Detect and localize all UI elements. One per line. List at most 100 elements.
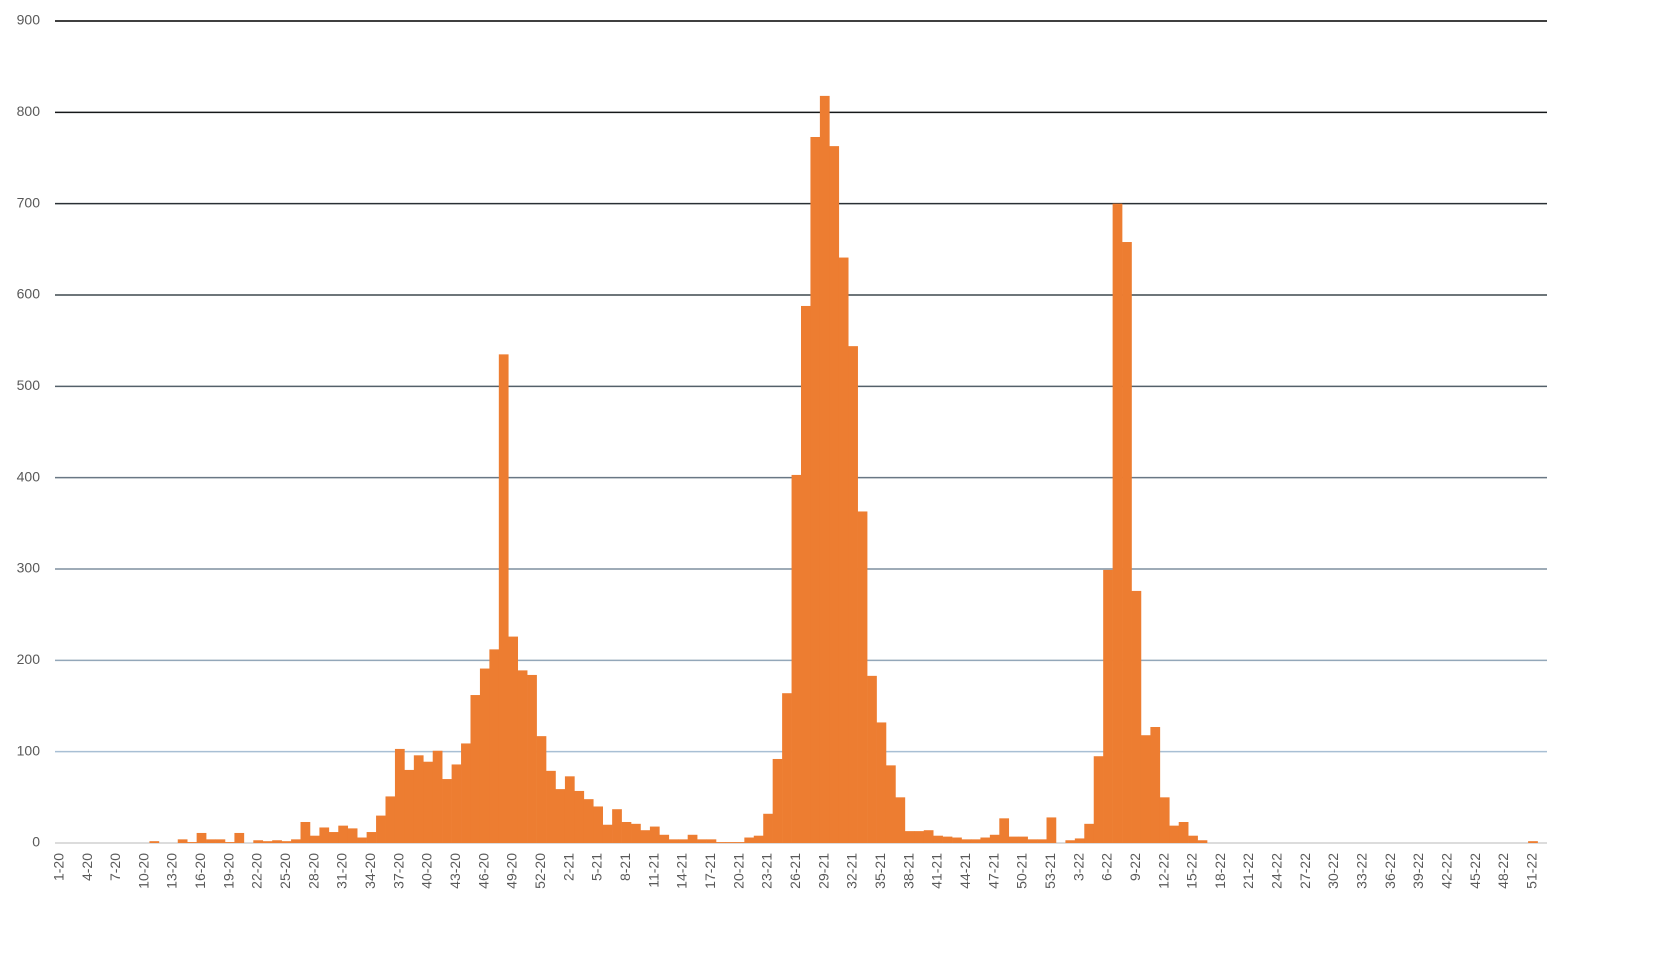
- x-tick-label: 51-22: [1524, 853, 1540, 889]
- x-tick-label: 2-21: [560, 853, 576, 881]
- bar: [1018, 836, 1028, 843]
- bar: [583, 799, 594, 843]
- x-tick-label: 23-21: [759, 853, 775, 889]
- x-tick-label: 27-22: [1297, 853, 1313, 889]
- x-tick-label: 52-20: [532, 853, 548, 889]
- bar: [508, 636, 519, 843]
- bar: [555, 789, 566, 843]
- x-tick-label: 30-22: [1325, 853, 1341, 889]
- x-tick-label: 3-22: [1070, 853, 1086, 881]
- y-tick-label: 500: [17, 377, 41, 393]
- bar: [347, 828, 358, 843]
- x-tick-label: 12-22: [1155, 853, 1171, 889]
- x-tick-label: 9-22: [1127, 853, 1143, 881]
- bar: [517, 670, 528, 843]
- x-tick-label: 8-21: [617, 853, 633, 881]
- bar: [1103, 569, 1113, 843]
- bar: [838, 257, 849, 843]
- x-tick-label: 37-20: [390, 853, 406, 889]
- bar: [574, 790, 585, 843]
- bar: [867, 675, 877, 843]
- bar: [404, 769, 415, 843]
- bar: [291, 839, 301, 843]
- bar: [952, 837, 962, 843]
- x-tick-label: 53-21: [1042, 853, 1058, 889]
- bar: [1122, 242, 1132, 843]
- x-tick-label: 35-21: [872, 853, 888, 889]
- y-tick-label: 0: [32, 834, 40, 850]
- x-tick-label: 42-22: [1439, 853, 1455, 889]
- bar: [791, 474, 802, 843]
- bar: [1084, 823, 1095, 843]
- bar: [970, 839, 981, 843]
- bar: [177, 839, 188, 843]
- x-tick-label: 21-22: [1240, 853, 1256, 889]
- x-tick-label: 5-21: [589, 853, 605, 881]
- bar: [309, 835, 320, 843]
- bar: [1046, 817, 1057, 843]
- bar: [716, 842, 726, 843]
- bar: [819, 95, 830, 844]
- y-tick-label: 800: [17, 103, 41, 119]
- bar: [904, 831, 915, 843]
- x-tick-label: 49-20: [504, 853, 520, 889]
- x-tick-label: 10-20: [135, 853, 151, 889]
- bar: [1150, 727, 1161, 843]
- bar: [678, 839, 688, 843]
- bar: [649, 826, 660, 843]
- bar: [857, 511, 868, 843]
- bar: [498, 354, 509, 843]
- bar: [1093, 756, 1104, 843]
- bar: [933, 835, 943, 843]
- x-tick-label: 46-20: [475, 853, 491, 889]
- bar: [801, 305, 811, 844]
- bar: [442, 779, 452, 843]
- bar: [187, 842, 197, 843]
- x-tick-label: 18-22: [1212, 853, 1228, 889]
- bar: [564, 776, 575, 843]
- x-tick-label: 45-22: [1467, 853, 1483, 889]
- x-tick-label: 36-22: [1382, 853, 1398, 889]
- bar: [810, 136, 821, 843]
- bar: [489, 649, 500, 843]
- bar: [281, 841, 292, 843]
- bar: [1188, 835, 1198, 843]
- bar: [461, 743, 471, 843]
- bar: [895, 797, 906, 843]
- x-tick-label: 17-21: [702, 853, 718, 889]
- x-tick-label: 28-20: [305, 853, 321, 889]
- x-tick-label: 26-21: [787, 853, 803, 889]
- y-tick-label: 100: [17, 742, 41, 758]
- x-tick-label: 22-20: [249, 853, 265, 889]
- bar: [687, 834, 698, 843]
- bar: [602, 824, 613, 843]
- y-tick-label: 600: [17, 286, 41, 302]
- x-tick-label: 1-20: [50, 853, 66, 881]
- x-tick-label: 40-20: [419, 853, 435, 889]
- bar: [782, 693, 792, 843]
- bar: [885, 765, 896, 843]
- bar: [1131, 590, 1142, 843]
- bar: [989, 834, 1000, 843]
- bar: [829, 146, 840, 844]
- bar: [593, 806, 603, 843]
- y-tick-label: 700: [17, 194, 41, 210]
- bar: [631, 823, 641, 843]
- bar: [1169, 825, 1180, 843]
- x-tick-label: 25-20: [277, 853, 293, 889]
- x-tick-label: 6-22: [1099, 853, 1115, 881]
- x-tick-label: 15-22: [1184, 853, 1200, 889]
- bar: [394, 748, 405, 843]
- x-tick-label: 43-20: [447, 853, 463, 889]
- bar: [300, 821, 311, 843]
- x-tick-label: 29-21: [815, 853, 831, 889]
- bar: [527, 674, 537, 843]
- x-tick-label: 50-21: [1014, 853, 1030, 889]
- x-tick-label: 38-21: [900, 853, 916, 889]
- bar: [1065, 840, 1076, 843]
- bar: [1037, 839, 1047, 843]
- bar: [385, 796, 396, 843]
- x-tick-label: 20-21: [730, 853, 746, 889]
- bar: [763, 813, 773, 843]
